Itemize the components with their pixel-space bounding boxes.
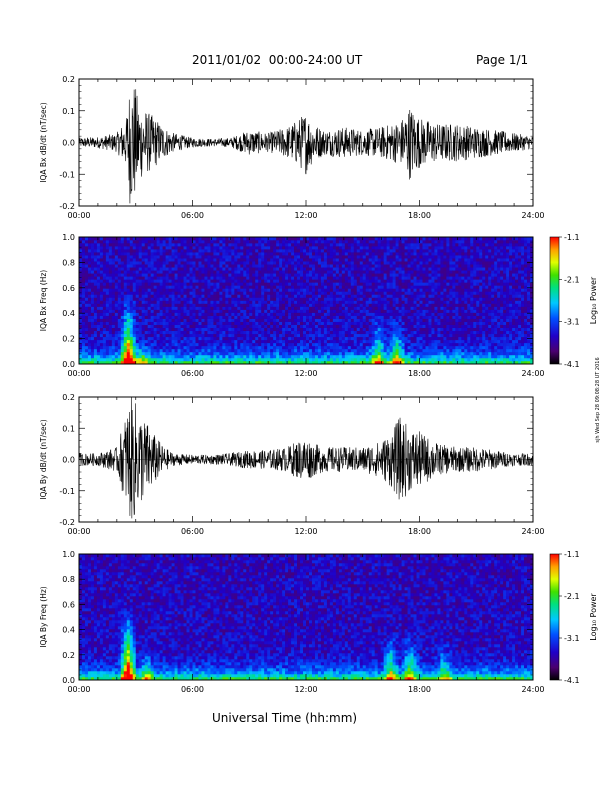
y-tick-label: 0.2 <box>62 393 75 402</box>
y-tick-label: 0.6 <box>62 284 75 293</box>
x-tick-label: 24:00 <box>521 527 544 536</box>
x-tick-label: 06:00 <box>181 369 204 378</box>
y-tick-label: 0.0 <box>62 139 75 148</box>
colorbar-tick-label: -2.1 <box>564 275 580 284</box>
x-tick-label: 12:00 <box>294 527 317 536</box>
y-tick-label: 1.0 <box>62 233 75 242</box>
signal-trace <box>79 397 533 519</box>
panel-3: 00:00 06:00 12:00 18:00 24:00 -0.2 -0.1 0.0 0.1 0… <box>39 393 545 536</box>
colorbar-tick-label: -3.1 <box>564 634 580 643</box>
y-tick-label: 0.2 <box>62 75 75 84</box>
y-tick-label: 0.4 <box>62 309 75 318</box>
colorbar-label: Log₁₀ Power <box>589 276 598 324</box>
y-tick-label: -0.1 <box>59 487 75 496</box>
x-tick-label: 18:00 <box>408 527 431 536</box>
x-tick-label: 00:00 <box>67 527 90 536</box>
colorbar-label: Log₁₀ Power <box>589 593 598 641</box>
x-tick-label: 00:00 <box>67 369 90 378</box>
spectrogram-cells <box>79 237 534 365</box>
x-tick-label: 24:00 <box>521 369 544 378</box>
y-tick-label: 0.8 <box>62 575 75 584</box>
x-tick-label: 06:00 <box>181 211 204 220</box>
y-axis-label: IQA Bx dB/dt (nT/sec) <box>39 102 48 183</box>
x-tick-label: 24:00 <box>521 211 544 220</box>
y-tick-label: -0.1 <box>59 170 75 179</box>
colorbar <box>549 236 560 365</box>
y-axis-label: IQA By dB/dt (nT/sec) <box>39 419 48 500</box>
x-tick-label: 18:00 <box>408 369 431 378</box>
panel-2: 00:00 06:00 12:00 18:00 24:00 0.0 0.2 0.4 0.6 0.8… <box>39 233 598 378</box>
y-tick-label: 0.0 <box>62 360 75 369</box>
y-tick-label: 0.6 <box>62 600 75 609</box>
colorbar-tick-label: -1.1 <box>564 550 580 559</box>
y-tick-label: 0.4 <box>62 626 75 635</box>
y-tick-label: 1.0 <box>62 550 75 559</box>
x-tick-label: 06:00 <box>181 527 204 536</box>
x-tick-label: 12:00 <box>294 211 317 220</box>
y-tick-label: 0.1 <box>62 424 75 433</box>
y-tick-label: 0.0 <box>62 676 75 685</box>
colorbar-tick-label: -4.1 <box>564 360 580 369</box>
y-tick-label: 0.2 <box>62 651 75 660</box>
x-tick-label: 24:00 <box>521 685 544 694</box>
y-axis-label: IQA Bx Freq (Hz) <box>39 270 48 332</box>
colorbar-tick-label: -3.1 <box>564 318 580 327</box>
y-tick-label: 0.8 <box>62 258 75 267</box>
y-tick-label: -0.2 <box>59 202 75 211</box>
panel-1: 00:00 06:00 12:00 18:00 24:00 -0.2 -0.1 0.0 0.1 0… <box>39 75 545 220</box>
x-tick-label: 00:00 <box>67 685 90 694</box>
x-tick-label: 00:00 <box>67 211 90 220</box>
colorbar-tick-label: -2.1 <box>564 592 580 601</box>
x-tick-label: 18:00 <box>408 211 431 220</box>
y-tick-label: -0.2 <box>59 518 75 527</box>
x-tick-label: 18:00 <box>408 685 431 694</box>
panel-4: 00:00 06:00 12:00 18:00 24:00 0.0 0.2 0.4 0.6 0.8… <box>39 550 598 694</box>
x-tick-label: 12:00 <box>294 369 317 378</box>
colorbar <box>549 553 560 681</box>
y-tick-label: 0.0 <box>62 456 75 465</box>
x-tick-label: 12:00 <box>294 685 317 694</box>
page-title: 2011/01/02 00:00-24:00 UT <box>192 53 363 67</box>
colorbar-tick-label: -4.1 <box>564 676 580 685</box>
y-tick-label: 0.2 <box>62 335 75 344</box>
page-number: Page 1/1 <box>476 53 529 67</box>
y-axis-label: IQA By Freq (Hz) <box>39 586 48 648</box>
spectrogram-cells <box>79 554 534 681</box>
colorbar-tick-label: -1.1 <box>564 233 580 242</box>
signal-trace <box>79 89 533 204</box>
x-tick-label: 06:00 <box>181 685 204 694</box>
y-tick-label: 0.1 <box>62 107 75 116</box>
x-axis-label: Universal Time (hh:mm) <box>212 711 358 725</box>
